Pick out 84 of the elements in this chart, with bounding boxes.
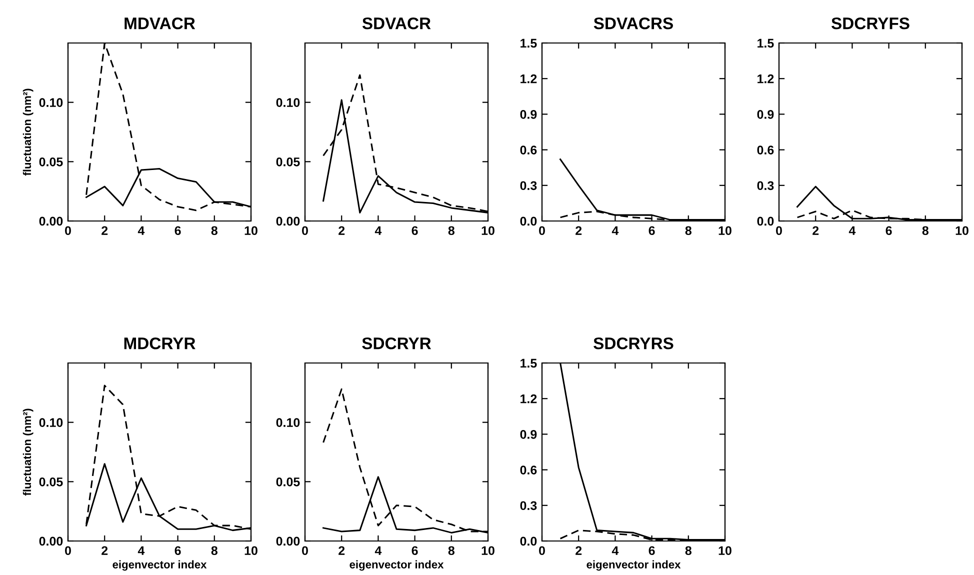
x-tick-label: 4 <box>138 226 145 235</box>
y-tick-label: 0.3 <box>520 501 537 510</box>
y-tick-label: 1.2 <box>520 394 537 404</box>
x-axis-title: eigenvector index <box>586 560 681 571</box>
x-tick-label: 8 <box>922 226 928 236</box>
y-axis-title: fluctuation (nm²) <box>22 408 34 496</box>
y-tick-label: 0.6 <box>520 466 537 474</box>
y-tick-label: 0.3 <box>757 181 774 190</box>
y-tick-label: 0.05 <box>276 157 300 166</box>
y-tick-label: 0.10 <box>39 98 63 107</box>
x-tick-label: 4 <box>612 226 619 235</box>
x-tick-label: 4 <box>138 546 145 555</box>
x-tick-label: 0 <box>65 546 71 556</box>
y-tick-label: 0.00 <box>39 216 63 226</box>
y-tick-label: 1.2 <box>520 74 537 84</box>
y-tick-label: 0.0 <box>520 536 537 546</box>
y-tick-label: 0.9 <box>520 430 537 439</box>
x-tick-label: 0 <box>302 546 308 556</box>
y-tick-label: 0.10 <box>276 98 300 107</box>
chart-title: MDVACR <box>124 17 196 30</box>
x-tick-label: 0 <box>539 226 545 236</box>
x-tick-label: 0 <box>65 226 71 236</box>
chart-title: SDVACR <box>362 17 431 30</box>
x-tick-label: 10 <box>718 546 732 556</box>
y-tick-label: 0.6 <box>757 146 774 154</box>
x-axis-title: eigenvector index <box>112 560 207 571</box>
y-tick-label: 0.00 <box>39 536 63 546</box>
x-tick-label: 10 <box>956 226 968 236</box>
y-tick-label: 0.9 <box>520 110 537 119</box>
x-tick-label: 8 <box>211 546 218 556</box>
x-tick-label: 10 <box>718 226 732 236</box>
x-tick-label: 2 <box>812 226 819 235</box>
y-tick-label: 0.6 <box>520 146 537 154</box>
x-tick-label: 8 <box>448 226 454 236</box>
x-tick-label: 8 <box>685 546 692 556</box>
x-tick-label: 0 <box>539 546 545 556</box>
x-tick-label: 6 <box>886 226 892 236</box>
x-tick-label: 2 <box>102 226 108 235</box>
y-tick-label: 1.5 <box>520 358 537 368</box>
x-tick-label: 6 <box>648 546 655 556</box>
x-tick-label: 10 <box>482 546 494 556</box>
x-tick-label: 6 <box>412 546 418 556</box>
y-tick-label: 0.05 <box>39 157 63 166</box>
x-tick-label: 6 <box>648 226 655 236</box>
x-tick-label: 2 <box>576 546 582 555</box>
x-tick-label: 0 <box>302 226 308 236</box>
chart-title: MDCRYR <box>124 337 196 350</box>
y-tick-label: 1.5 <box>758 38 774 48</box>
x-tick-label: 2 <box>102 546 108 555</box>
y-tick-label: 0.3 <box>520 181 537 190</box>
y-tick-label: 0.10 <box>276 418 300 427</box>
y-tick-label: 0.05 <box>276 477 300 486</box>
y-tick-label: 0.00 <box>276 216 300 226</box>
y-tick-label: 0.00 <box>276 536 300 546</box>
y-tick-label: 0.9 <box>757 110 774 119</box>
x-tick-label: 10 <box>244 546 258 556</box>
chart-title: SDCRYFS <box>831 17 910 30</box>
chart-title: SDCRYRS <box>594 337 674 350</box>
x-tick-label: 6 <box>174 226 181 236</box>
x-tick-label: 2 <box>338 226 345 235</box>
x-tick-label: 10 <box>244 226 258 236</box>
x-tick-label: 6 <box>174 546 181 556</box>
x-tick-label: 4 <box>612 546 619 555</box>
x-tick-label: 2 <box>338 546 345 555</box>
x-tick-label: 4 <box>374 546 382 555</box>
y-axis-title: fluctuation (nm²) <box>22 88 34 176</box>
x-tick-label: 4 <box>374 226 382 235</box>
x-axis-title: eigenvector index <box>350 560 444 571</box>
x-tick-label: 4 <box>848 226 856 235</box>
y-tick-label: 0.10 <box>39 418 63 427</box>
x-tick-label: 8 <box>448 546 454 556</box>
y-tick-label: 0.05 <box>39 477 63 486</box>
y-tick-label: 0.0 <box>520 216 537 226</box>
x-tick-label: 8 <box>685 226 692 236</box>
chart-title: SDCRYR <box>362 337 432 350</box>
x-tick-label: 10 <box>482 226 494 236</box>
x-tick-label: 2 <box>576 226 582 235</box>
chart-title: SDVACRS <box>594 17 673 30</box>
y-tick-label: 1.2 <box>758 74 774 84</box>
y-tick-label: 0.0 <box>757 216 774 226</box>
x-tick-label: 0 <box>776 226 782 236</box>
x-tick-label: 6 <box>412 226 418 236</box>
x-tick-label: 8 <box>211 226 218 236</box>
y-tick-label: 1.5 <box>520 38 537 48</box>
